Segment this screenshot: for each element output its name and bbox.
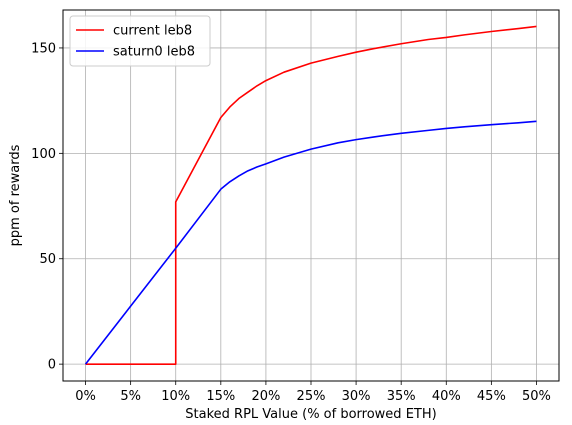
series-line-1: [84, 120, 537, 365]
x-tick-label: 20%: [251, 389, 280, 404]
y-tick-label: 150: [31, 41, 56, 56]
y-tick-label: 0: [48, 358, 56, 373]
legend-label: saturn0 leb8: [113, 45, 195, 60]
series-line-0: [85, 25, 537, 365]
x-tick-label: 50%: [522, 389, 551, 404]
legend-box: [69, 15, 211, 67]
x-tick-label: 35%: [387, 389, 416, 404]
y-axis-label: ppm of rewards: [8, 144, 23, 246]
x-tick-label: 45%: [477, 389, 506, 404]
legend-label: current leb8: [113, 24, 192, 39]
series-lines: [84, 25, 537, 365]
y-tick-label: 100: [31, 147, 56, 162]
x-axis-label: Staked RPL Value (% of borrowed ETH): [185, 407, 436, 422]
y-tick-label: 50: [39, 252, 56, 267]
x-tick-label: 25%: [297, 389, 326, 404]
x-tick-label: 30%: [342, 389, 371, 404]
x-tick-label: 15%: [206, 389, 235, 404]
x-tick-label: 5%: [120, 389, 141, 404]
x-tick-label: 40%: [432, 389, 461, 404]
x-tick-label: 10%: [161, 389, 190, 404]
x-tick-label: 0%: [75, 389, 96, 404]
axis-ticks: 0% 5% 10% 15% 20% 25% 30% 35% 40% 45% 50% 0 50 100 150: [31, 41, 551, 404]
legend: current leb8 saturn0 leb8: [69, 15, 211, 67]
